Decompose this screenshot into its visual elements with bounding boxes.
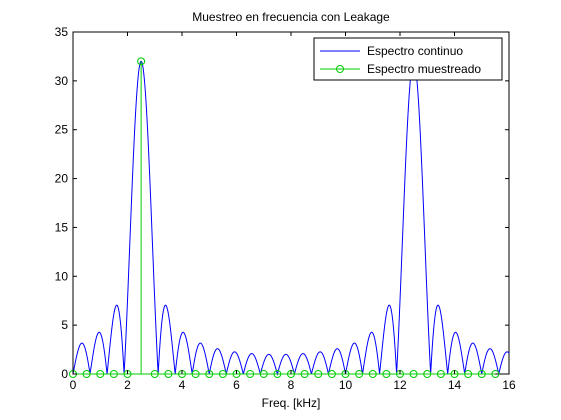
sampled-point: [164, 370, 173, 378]
sampled-point: [96, 370, 105, 378]
sampled-point: [382, 370, 391, 378]
sampled-point: [109, 370, 118, 378]
x-axis-ticks: 0 2 4 6 8 10 12 14 16: [70, 32, 516, 392]
sampled-point: [137, 57, 146, 66]
sampled-point: [218, 370, 227, 378]
y-tick-label: 25: [55, 123, 69, 137]
x-tick-label: 8: [288, 378, 295, 392]
x-tick-label: 4: [179, 378, 186, 392]
y-tick-label: 20: [55, 172, 69, 186]
y-tick-label: 5: [61, 318, 68, 332]
sampled-point: [355, 370, 364, 378]
chart-title: Muestreo en frecuencia con Leakage: [192, 10, 390, 24]
sampled-point: [150, 370, 159, 378]
plot-area: [69, 31, 510, 378]
y-tick-label: 30: [55, 74, 69, 88]
sampled-point: [314, 370, 323, 378]
sampled-point: [477, 370, 486, 378]
sampled-point: [423, 370, 432, 378]
y-tick-label: 35: [55, 25, 69, 39]
x-tick-label: 6: [233, 378, 240, 392]
legend-marker-muestreado: [336, 65, 344, 73]
x-tick-label: 0: [70, 378, 77, 392]
legend-label-continuo: Espectro continuo: [367, 44, 463, 58]
legend-box: [313, 37, 503, 81]
legend: Espectro continuo Espectro muestreado: [313, 37, 503, 81]
sampled-point: [205, 370, 214, 378]
y-tick-label: 10: [55, 269, 69, 283]
continuous-spectrum-line: [72, 60, 510, 376]
sampled-point: [409, 370, 418, 378]
x-tick-label: 10: [339, 378, 353, 392]
sampled-point: [300, 370, 309, 378]
sampled-point: [436, 370, 445, 378]
sampled-point: [464, 370, 473, 378]
sampled-point: [259, 370, 268, 378]
sampled-point: [327, 370, 336, 378]
axes-box: [72, 31, 510, 375]
sampled-point: [82, 370, 91, 378]
legend-label-muestreado: Espectro muestreado: [367, 62, 481, 76]
sampled-point: [246, 370, 255, 378]
sampled-point: [273, 370, 282, 378]
sampled-point: [368, 370, 377, 378]
sampled-point: [191, 370, 200, 378]
x-tick-label: 12: [393, 378, 407, 392]
sampled-point: [491, 370, 500, 378]
y-axis-ticks: 0 5 10 15 20 25 30 35: [55, 25, 509, 381]
y-tick-label: 0: [61, 367, 68, 381]
series-continuo: [72, 60, 510, 376]
y-tick-label: 15: [55, 220, 69, 234]
x-axis-label: Freq. [kHz]: [262, 396, 321, 410]
x-tick-label: 14: [448, 378, 462, 392]
x-tick-label: 16: [502, 378, 516, 392]
x-tick-label: 2: [124, 378, 131, 392]
